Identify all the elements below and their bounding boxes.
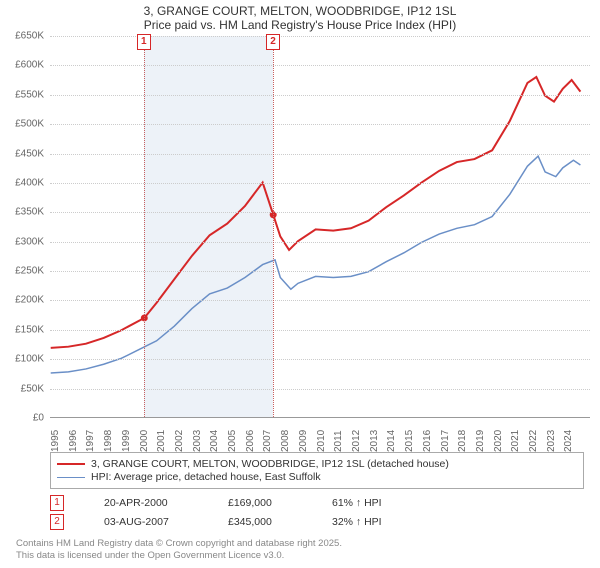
y-axis-label: £600K [4, 60, 44, 71]
legend: 3, GRANGE COURT, MELTON, WOODBRIDGE, IP1… [50, 452, 584, 489]
legend-swatch [57, 463, 85, 465]
chart-title: 3, GRANGE COURT, MELTON, WOODBRIDGE, IP1… [6, 4, 594, 18]
y-axis-label: £0 [4, 413, 44, 424]
y-axis-label: £250K [4, 266, 44, 277]
legend-swatch [57, 477, 85, 478]
gridline [50, 330, 590, 331]
sales-table: 1 20-APR-2000 £169,000 61% ↑ HPI 2 03-AUG-200… [50, 495, 584, 530]
sale-hpi: 61% ↑ HPI [332, 497, 422, 509]
footnote-line: Contains HM Land Registry data © Crown c… [16, 538, 584, 550]
shade-border [144, 36, 145, 417]
sale-marker-box: 2 [266, 34, 280, 50]
gridline [50, 65, 590, 66]
y-axis-label: £550K [4, 89, 44, 100]
gridline [50, 359, 590, 360]
shade-border [273, 36, 274, 417]
y-axis-label: £100K [4, 354, 44, 365]
chart-area: £0 £50K £100K £150K £200K £250K £300K £350K £400… [6, 36, 594, 448]
y-axis-label: £450K [4, 148, 44, 159]
gridline [50, 183, 590, 184]
sale-row: 2 03-AUG-2007 £345,000 32% ↑ HPI [50, 514, 584, 530]
y-axis-label: £650K [4, 31, 44, 42]
y-axis-label: £500K [4, 119, 44, 130]
y-axis-label: £300K [4, 236, 44, 247]
legend-item: 3, GRANGE COURT, MELTON, WOODBRIDGE, IP1… [57, 458, 577, 470]
legend-label: 3, GRANGE COURT, MELTON, WOODBRIDGE, IP1… [91, 458, 449, 470]
gridline [50, 300, 590, 301]
footnote: Contains HM Land Registry data © Crown c… [16, 538, 584, 562]
gridline [50, 389, 590, 390]
chart-container: 3, GRANGE COURT, MELTON, WOODBRIDGE, IP1… [0, 0, 600, 568]
y-axis-label: £350K [4, 207, 44, 218]
sale-marker-box: 1 [137, 34, 151, 50]
y-axis-label: £400K [4, 177, 44, 188]
sale-date: 20-APR-2000 [104, 497, 204, 509]
plot-area: 12 [50, 36, 590, 418]
y-axis-label: £150K [4, 324, 44, 335]
sale-price: £169,000 [228, 497, 308, 509]
sale-row: 1 20-APR-2000 £169,000 61% ↑ HPI [50, 495, 584, 511]
gridline [50, 95, 590, 96]
gridline [50, 242, 590, 243]
y-axis-label: £200K [4, 295, 44, 306]
gridline [50, 212, 590, 213]
sale-hpi: 32% ↑ HPI [332, 516, 422, 528]
title-block: 3, GRANGE COURT, MELTON, WOODBRIDGE, IP1… [6, 4, 594, 32]
legend-label: HPI: Average price, detached house, East… [91, 471, 321, 483]
gridline [50, 271, 590, 272]
chart-subtitle: Price paid vs. HM Land Registry's House … [6, 18, 594, 32]
x-axis: 1995199619971998199920002001200220032004… [50, 420, 590, 448]
sale-date: 03-AUG-2007 [104, 516, 204, 528]
gridline [50, 36, 590, 37]
sale-row-marker: 1 [50, 495, 64, 511]
y-axis-label: £50K [4, 383, 44, 394]
sale-price: £345,000 [228, 516, 308, 528]
series-line-hpi [51, 156, 581, 373]
y-axis: £0 £50K £100K £150K £200K £250K £300K £350K £400… [6, 36, 46, 448]
gridline [50, 124, 590, 125]
legend-item: HPI: Average price, detached house, East… [57, 471, 577, 483]
sale-row-marker: 2 [50, 514, 64, 530]
gridline [50, 154, 590, 155]
